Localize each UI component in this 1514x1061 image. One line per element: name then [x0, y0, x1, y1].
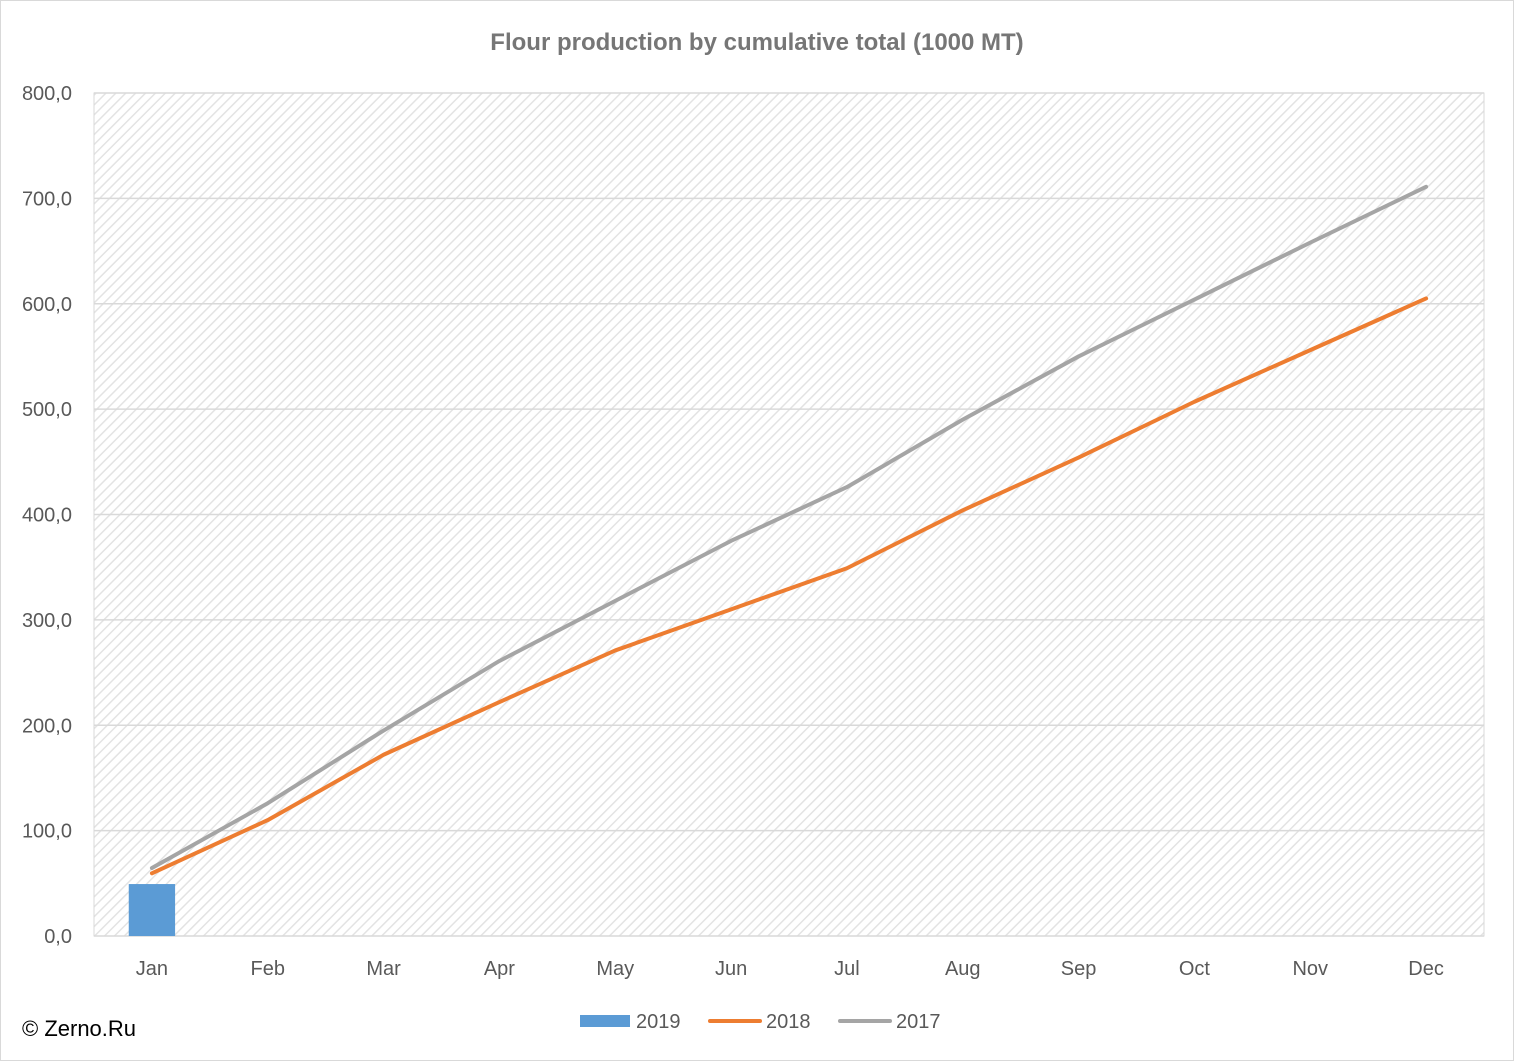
y-tick-label: 500,0	[22, 399, 72, 421]
data-point-2018-aug	[961, 508, 965, 512]
x-tick-label: May	[596, 958, 634, 980]
legend: 2019 2018 2017	[580, 1011, 941, 1033]
x-tick-label: Jun	[715, 958, 747, 980]
data-point-2018-mar	[382, 753, 386, 757]
chart-title: Flour production by cumulative total (10…	[490, 29, 1023, 56]
line-series	[149, 184, 1429, 876]
x-tick-label: Jan	[136, 958, 168, 980]
y-tick-label: 100,0	[22, 821, 72, 843]
legend-label-2018: 2018	[766, 1011, 811, 1033]
y-tick-label: 800,0	[22, 83, 72, 105]
x-tick-label: Feb	[251, 958, 285, 980]
x-tick-label: Nov	[1292, 958, 1328, 980]
series-2018	[149, 296, 1429, 876]
y-axis: 0,0 100,0 200,0 300,0 400,0 500,0 600,0 700,0 80…	[22, 83, 72, 948]
x-axis: Jan Feb Mar Apr May Jun Jul Aug Sep Oct Nov Dec	[136, 958, 1444, 980]
x-tick-label: Aug	[945, 958, 981, 980]
bar-2019-jan	[128, 884, 176, 936]
x-tick-label: Apr	[484, 958, 515, 980]
data-point-2017-aug	[961, 418, 965, 422]
data-point-2017-may	[613, 599, 617, 603]
series-2017	[149, 184, 1429, 871]
bar-series	[128, 884, 176, 936]
legend-item-2019: 2019	[580, 1011, 681, 1033]
x-tick-label: Jul	[834, 958, 860, 980]
legend-item-2017: 2017	[838, 1011, 941, 1033]
x-tick-label: Sep	[1061, 958, 1097, 980]
series-line-2017	[149, 184, 1429, 871]
data-point-2017-dec	[1424, 185, 1428, 189]
data-point-2017-nov	[1308, 241, 1312, 245]
copyright-text: © Zerno.Ru	[22, 1016, 136, 1041]
y-tick-label: 0,0	[44, 926, 72, 948]
y-tick-label: 600,0	[22, 294, 72, 316]
data-point-2017-feb	[266, 801, 270, 805]
data-point-2018-nov	[1308, 348, 1312, 352]
data-point-2017-mar	[382, 729, 386, 733]
data-point-2018-jun	[729, 607, 733, 611]
data-point-2018-oct	[1192, 400, 1196, 404]
data-point-2018-jul	[845, 566, 849, 570]
legend-label-2017: 2017	[896, 1011, 941, 1033]
data-point-2018-may	[613, 648, 617, 652]
data-point-2018-jan	[150, 871, 154, 875]
data-point-2017-sep	[1077, 354, 1081, 358]
x-tick-label: Mar	[366, 958, 401, 980]
x-tick-label: Oct	[1179, 958, 1211, 980]
gridlines	[94, 92, 1484, 937]
data-point-2017-jun	[729, 539, 733, 543]
data-point-2017-jul	[845, 485, 849, 489]
data-point-2017-oct	[1192, 298, 1196, 302]
data-point-2017-jan	[150, 866, 154, 870]
legend-label-2019: 2019	[636, 1011, 681, 1033]
y-tick-label: 300,0	[22, 610, 72, 632]
x-tick-label: Dec	[1408, 958, 1444, 980]
y-tick-label: 700,0	[22, 188, 72, 210]
series-line-2018	[149, 296, 1429, 876]
data-point-2018-sep	[1077, 456, 1081, 460]
legend-item-2018: 2018	[708, 1011, 811, 1033]
data-point-2018-feb	[266, 818, 270, 822]
data-point-2017-apr	[497, 659, 501, 663]
data-point-2018-apr	[497, 700, 501, 704]
y-tick-label: 400,0	[22, 505, 72, 527]
data-point-2018-dec	[1424, 296, 1428, 300]
legend-swatch-2019	[580, 1015, 630, 1027]
y-tick-label: 200,0	[22, 715, 72, 737]
